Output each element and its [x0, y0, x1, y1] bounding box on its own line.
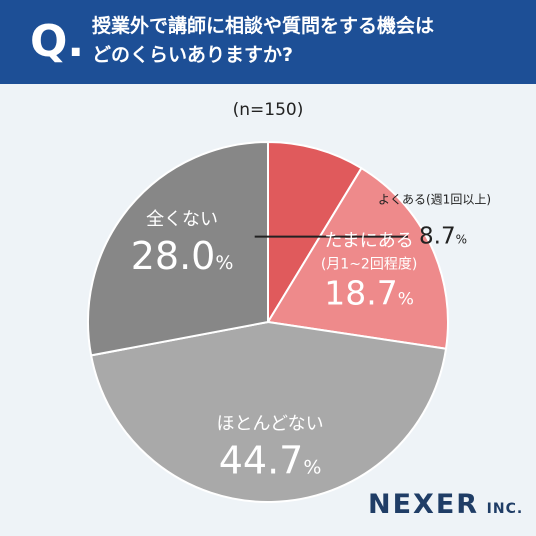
pie-slice-often	[267, 140, 363, 326]
pie-chart: (n=150) よくある(週1回以上) 8.7% たまにある (月1~2回程度)18.…	[87, 100, 491, 503]
question-line-2: どのくらいありますか?	[92, 44, 294, 66]
nexer-logo: NEXER INC.	[368, 489, 523, 520]
slice-value-rarely: 44.7%	[219, 439, 322, 483]
pie-slice-never	[87, 140, 269, 357]
q-dot: .	[67, 16, 85, 67]
question-mark-label: Q.	[30, 18, 84, 66]
pie-slice-sometimes	[266, 166, 449, 350]
slice-label-sometimes: たまにある	[324, 231, 413, 252]
slice-label-never: 全くない	[146, 209, 218, 230]
sample-size-label: (n=150)	[233, 100, 304, 120]
pie-slice-rarely	[89, 320, 448, 503]
slice-value-never: 28.0%	[131, 234, 234, 278]
question-text: 授業外で講師に相談や質問をする機会は どのくらいありますか?	[92, 12, 522, 70]
pie-labels: よくある(週1回以上) 8.7% たまにある (月1~2回程度)18.7% ほとんどない…	[131, 193, 491, 483]
q-letter: Q	[30, 16, 68, 67]
slice-label-rarely: ほとんどない	[217, 414, 324, 435]
question-line-1: 授業外で講師に相談や質問をする機会は	[92, 15, 435, 37]
question-banner: Q. 授業外で講師に相談や質問をする機会は どのくらいありますか?	[0, 0, 536, 84]
slice-value-sometimes: 18.7%	[324, 274, 414, 313]
brand-suffix: INC.	[486, 501, 524, 517]
brand-name: NEXER	[368, 489, 480, 520]
slice-value-often: 8.7%	[419, 224, 467, 250]
pie-slices	[87, 140, 449, 503]
slice-sublabel-sometimes: (月1~2回程度)	[321, 257, 417, 273]
slice-label-often: よくある(週1回以上)	[378, 193, 491, 207]
